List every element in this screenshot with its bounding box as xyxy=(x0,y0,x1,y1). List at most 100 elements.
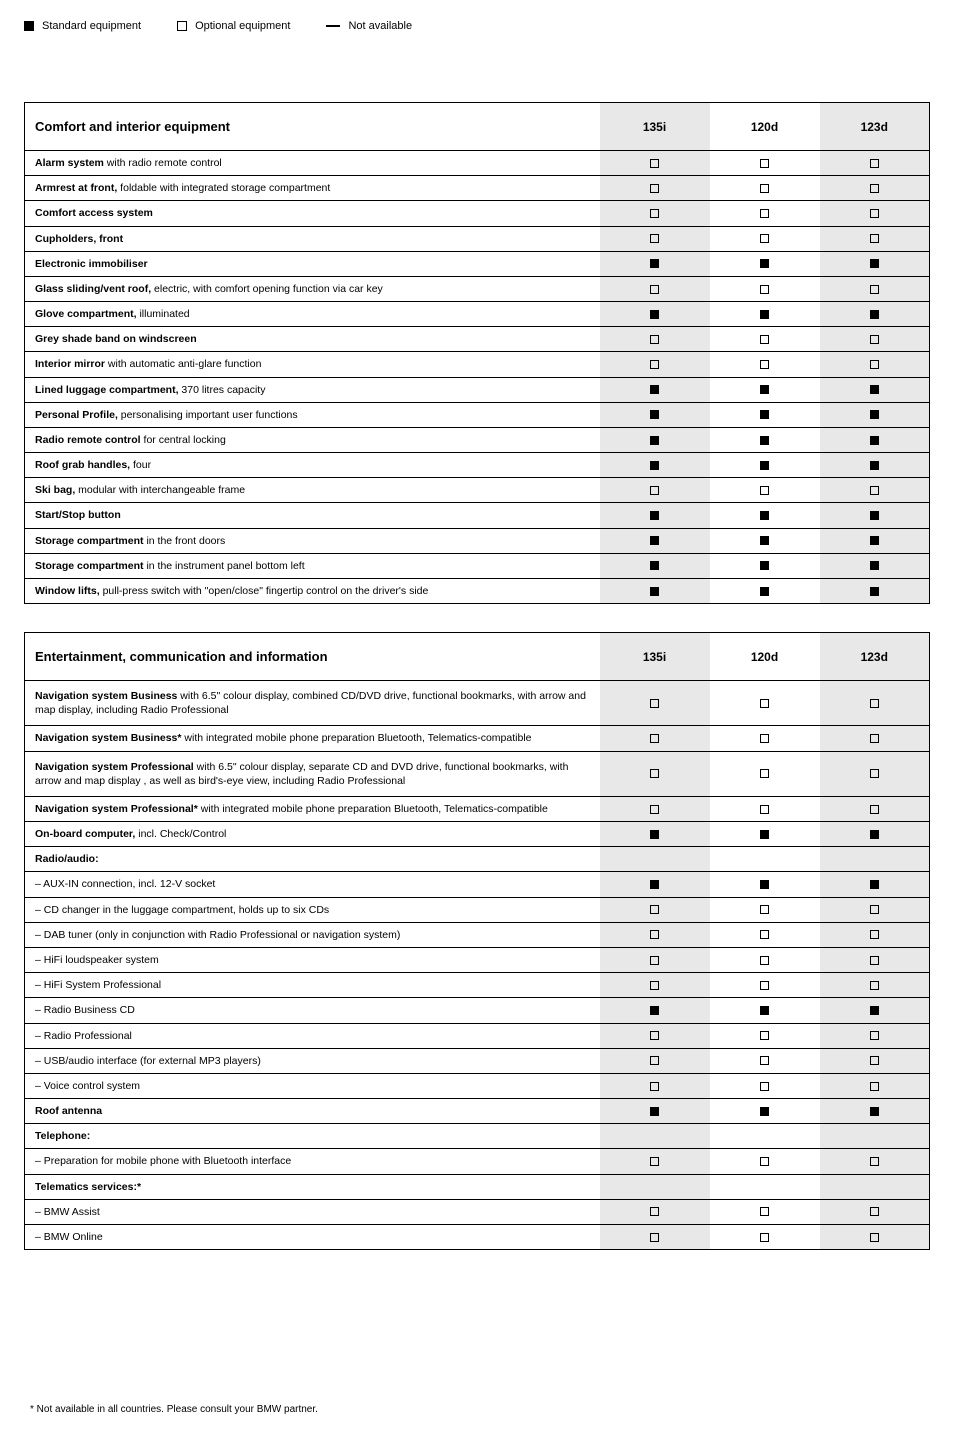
availability-cell xyxy=(710,973,820,998)
square-empty-icon xyxy=(650,930,659,939)
legend-optional: Optional equipment xyxy=(177,20,290,32)
square-filled-icon xyxy=(650,830,659,839)
table-row: – USB/audio interface (for external MP3 … xyxy=(25,1048,930,1073)
availability-cell xyxy=(820,402,930,427)
square-empty-icon xyxy=(870,184,879,193)
square-filled-icon xyxy=(870,259,879,268)
feature-label: Storage compartment in the front doors xyxy=(25,528,600,553)
availability-cell xyxy=(820,847,930,872)
square-empty-icon xyxy=(650,335,659,344)
availability-cell xyxy=(710,478,820,503)
square-empty-icon xyxy=(870,360,879,369)
square-empty-icon xyxy=(870,699,879,708)
square-filled-icon xyxy=(650,461,659,470)
square-empty-icon xyxy=(870,805,879,814)
availability-cell xyxy=(820,726,930,751)
availability-cell xyxy=(820,1149,930,1174)
availability-cell xyxy=(600,1199,710,1224)
feature-label: Grey shade band on windscreen xyxy=(25,327,600,352)
availability-cell xyxy=(820,453,930,478)
square-empty-icon xyxy=(870,930,879,939)
square-empty-icon xyxy=(870,234,879,243)
availability-cell xyxy=(820,947,930,972)
availability-cell xyxy=(600,453,710,478)
square-empty-icon xyxy=(760,805,769,814)
square-filled-icon xyxy=(760,410,769,419)
square-filled-icon xyxy=(760,587,769,596)
availability-cell xyxy=(600,1048,710,1073)
feature-label: Alarm system with radio remote control xyxy=(25,151,600,176)
availability-cell xyxy=(600,872,710,897)
availability-cell xyxy=(820,176,930,201)
feature-label: Telematics services:* xyxy=(25,1174,600,1199)
availability-cell xyxy=(820,1073,930,1098)
feature-label: Navigation system Professional with 6.5"… xyxy=(25,751,600,796)
square-filled-icon xyxy=(650,436,659,445)
square-empty-icon xyxy=(760,1031,769,1040)
availability-cell xyxy=(600,201,710,226)
square-filled-icon xyxy=(650,561,659,570)
availability-cell xyxy=(710,201,820,226)
square-empty-icon xyxy=(760,1082,769,1091)
square-empty-icon xyxy=(650,1157,659,1166)
availability-cell xyxy=(710,872,820,897)
table-row: Storage compartment in the front doors xyxy=(25,528,930,553)
square-filled-icon xyxy=(650,536,659,545)
availability-cell xyxy=(820,151,930,176)
legend-standard: Standard equipment xyxy=(24,20,141,32)
availability-cell xyxy=(710,276,820,301)
feature-label: Armrest at front, foldable with integrat… xyxy=(25,176,600,201)
availability-cell xyxy=(600,302,710,327)
availability-cell xyxy=(600,796,710,821)
table-row: Window lifts, pull-press switch with "op… xyxy=(25,578,930,603)
square-empty-icon xyxy=(650,360,659,369)
table-row: Navigation system Professional* with int… xyxy=(25,796,930,821)
square-filled-icon xyxy=(760,461,769,470)
square-filled-icon xyxy=(760,259,769,268)
table-row: Glass sliding/vent roof, electric, with … xyxy=(25,276,930,301)
table-row: Navigation system Business with 6.5" col… xyxy=(25,681,930,726)
feature-label: Radio/audio: xyxy=(25,847,600,872)
square-filled-icon xyxy=(650,310,659,319)
availability-cell xyxy=(600,847,710,872)
availability-cell xyxy=(600,897,710,922)
legend-na-label: Not available xyxy=(348,20,412,32)
feature-label: – Voice control system xyxy=(25,1073,600,1098)
square-empty-icon xyxy=(870,1207,879,1216)
square-filled-icon xyxy=(870,830,879,839)
square-filled-icon xyxy=(870,880,879,889)
square-filled-icon xyxy=(760,511,769,520)
availability-cell xyxy=(600,947,710,972)
square-filled-icon xyxy=(760,880,769,889)
table-row: Navigation system Business* with integra… xyxy=(25,726,930,751)
availability-cell xyxy=(710,1149,820,1174)
feature-label: Interior mirror with automatic anti-glar… xyxy=(25,352,600,377)
feature-label: Glass sliding/vent roof, electric, with … xyxy=(25,276,600,301)
table-title: Entertainment, communication and informa… xyxy=(25,633,600,681)
square-empty-icon xyxy=(650,1233,659,1242)
availability-cell xyxy=(600,352,710,377)
feature-label: – USB/audio interface (for external MP3 … xyxy=(25,1048,600,1073)
availability-cell xyxy=(710,751,820,796)
square-empty-icon xyxy=(870,981,879,990)
feature-label: – Preparation for mobile phone with Blue… xyxy=(25,1149,600,1174)
square-filled-icon xyxy=(870,536,879,545)
availability-cell xyxy=(600,1174,710,1199)
availability-cell xyxy=(600,402,710,427)
table-row: – Radio Professional xyxy=(25,1023,930,1048)
square-filled-icon xyxy=(760,561,769,570)
availability-cell xyxy=(710,681,820,726)
square-filled-icon xyxy=(760,436,769,445)
table-row: Glove compartment, illuminated xyxy=(25,302,930,327)
feature-label: – Radio Business CD xyxy=(25,998,600,1023)
feature-label: Roof grab handles, four xyxy=(25,453,600,478)
feature-label: Personal Profile, personalising importan… xyxy=(25,402,600,427)
square-filled-icon xyxy=(760,310,769,319)
square-empty-icon xyxy=(650,1056,659,1065)
square-empty-icon xyxy=(870,285,879,294)
availability-cell xyxy=(710,726,820,751)
square-filled-icon xyxy=(650,410,659,419)
availability-cell xyxy=(600,327,710,352)
availability-cell xyxy=(820,528,930,553)
table-row: Personal Profile, personalising importan… xyxy=(25,402,930,427)
